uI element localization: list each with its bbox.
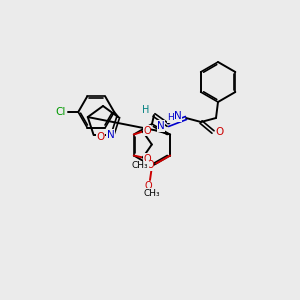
Text: H: H [142,105,150,115]
Text: Cl: Cl [55,107,65,117]
Text: O: O [144,181,152,191]
Text: O: O [97,132,105,142]
Text: CH₃: CH₃ [144,188,160,197]
Text: O: O [143,125,151,136]
Text: O: O [143,154,151,164]
Text: O: O [216,127,224,137]
Text: O: O [146,160,154,170]
Text: N: N [106,130,114,140]
Text: N: N [157,121,165,131]
Text: N: N [174,111,182,121]
Text: H: H [168,113,174,122]
Text: CH₃: CH₃ [132,161,148,170]
